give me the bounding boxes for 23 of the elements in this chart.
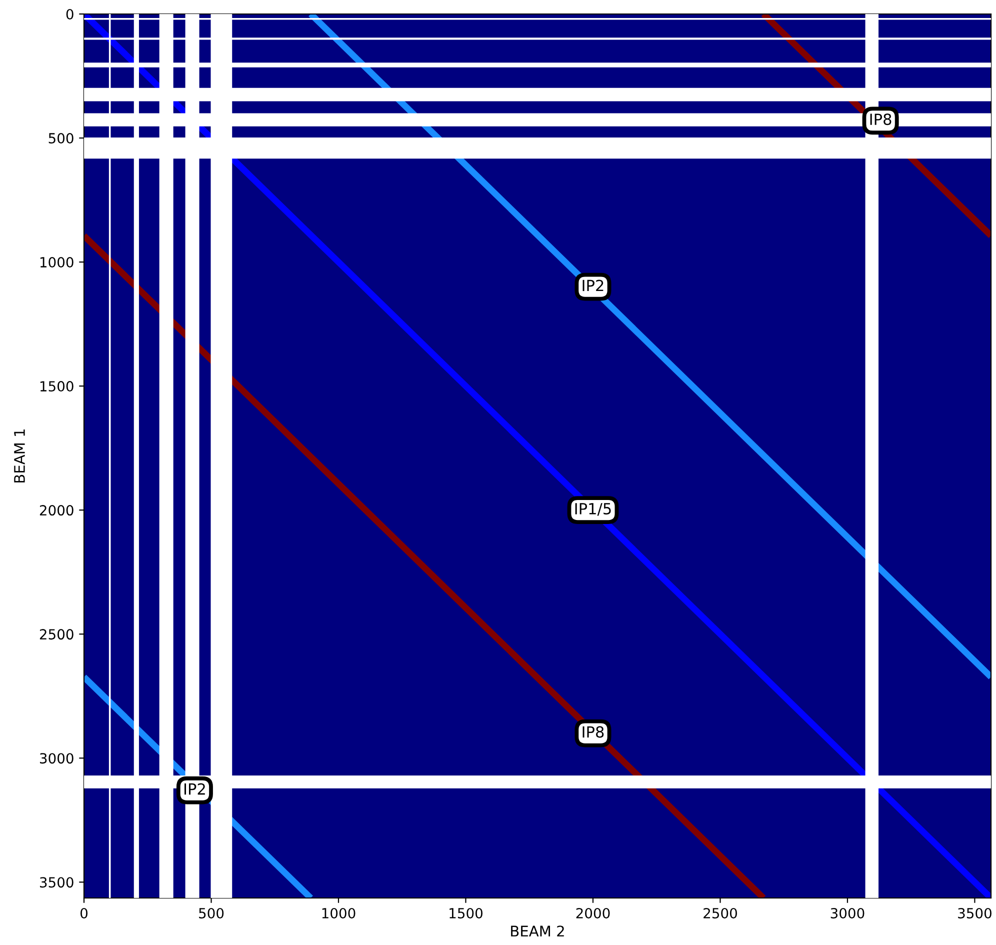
x-tick-label: 500 — [199, 908, 224, 918]
y-tick-label: 3000 — [40, 753, 74, 764]
x-tick-label: 2000 — [576, 908, 610, 918]
y-tick-label: 2000 — [40, 505, 74, 516]
y-tick-label: 3500 — [40, 877, 74, 888]
x-tick-label: 0 — [80, 908, 88, 918]
annotation: IP2 — [184, 783, 205, 795]
annotation: IP2 — [582, 280, 604, 292]
y-tick-label: 1500 — [40, 381, 74, 392]
y-tick-label: 2500 — [40, 629, 74, 640]
x-axis-title: BEAM 2 — [511, 926, 564, 936]
y-tick-label: 0 — [66, 8, 74, 20]
x-tick-label: 3000 — [830, 908, 864, 918]
annotation: IP1/5 — [575, 503, 611, 516]
x-tick-label: 1500 — [450, 908, 482, 918]
x-tick-label: 3500 — [958, 908, 992, 918]
x-tick-label: 2500 — [704, 908, 737, 918]
annotation: IP8 — [582, 726, 604, 738]
annotation: IP8 — [870, 114, 892, 126]
y-tick-label: 500 — [48, 132, 74, 144]
y-axis-title: BEAM 1 — [14, 430, 25, 482]
x-tick-label: 1000 — [322, 908, 356, 918]
y-tick-label: 1000 — [40, 257, 74, 268]
